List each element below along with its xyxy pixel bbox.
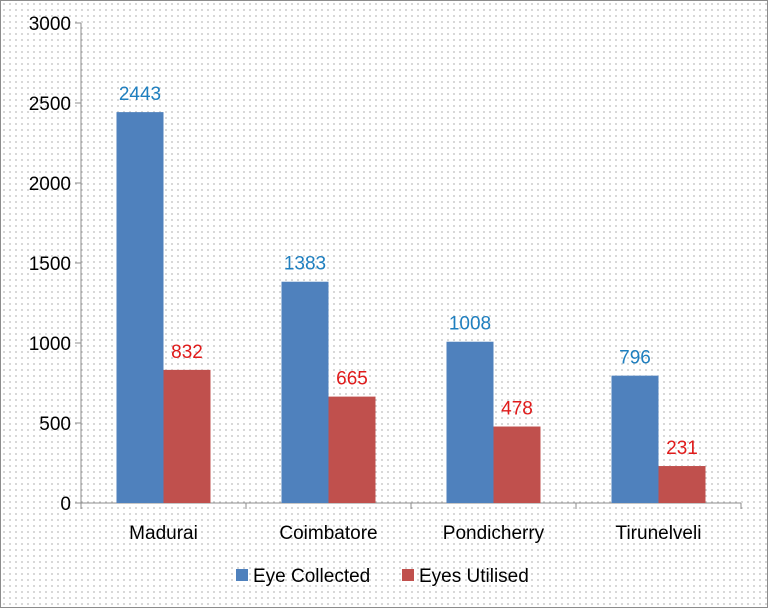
x-category-label: Coimbatore <box>279 523 377 544</box>
data-label: 832 <box>171 342 203 363</box>
legend-swatch <box>402 569 414 581</box>
y-tick-label: 3000 <box>29 14 71 35</box>
x-category-label: Tirunelveli <box>616 523 702 544</box>
data-label: 1383 <box>284 254 326 275</box>
bar-eyes-utilised <box>493 426 541 503</box>
data-label: 796 <box>619 348 651 369</box>
bar-eye-collected <box>116 112 164 504</box>
data-label: 2443 <box>119 84 161 105</box>
data-label: 231 <box>666 438 698 459</box>
y-tick-label: 1500 <box>29 254 71 275</box>
legend-label: Eyes Utilised <box>419 566 529 587</box>
x-category-label: Pondicherry <box>443 523 545 544</box>
legend: Eye Collected Eyes Utilised <box>236 566 529 587</box>
y-tick-label: 500 <box>39 414 71 435</box>
bar-eyes-utilised <box>658 466 706 503</box>
data-label: 1008 <box>449 314 491 335</box>
y-tick-label: 0 <box>60 494 71 515</box>
legend-label: Eye Collected <box>253 566 370 587</box>
data-label: 478 <box>501 399 533 420</box>
bar-eyes-utilised <box>328 396 376 503</box>
bar-eye-collected <box>611 375 659 503</box>
bar-eye-collected <box>281 281 329 503</box>
y-tick-label: 2500 <box>29 94 71 115</box>
y-tick-label: 1000 <box>29 334 71 355</box>
x-category-label: Madurai <box>129 523 198 544</box>
bars <box>116 112 706 504</box>
bar-eye-collected <box>446 341 494 503</box>
bar-eyes-utilised <box>163 369 211 503</box>
x-axis-categories: Madurai Coimbatore Pondicherry Tirunelveli <box>129 523 701 544</box>
data-label: 665 <box>336 369 368 390</box>
y-tick-label: 2000 <box>29 174 71 195</box>
data-labels: 2443 832 1383 665 1008 478 796 231 <box>119 84 698 459</box>
y-axis-ticks: 0 500 1000 1500 2000 2500 3000 <box>29 14 81 515</box>
legend-swatch <box>236 569 248 581</box>
